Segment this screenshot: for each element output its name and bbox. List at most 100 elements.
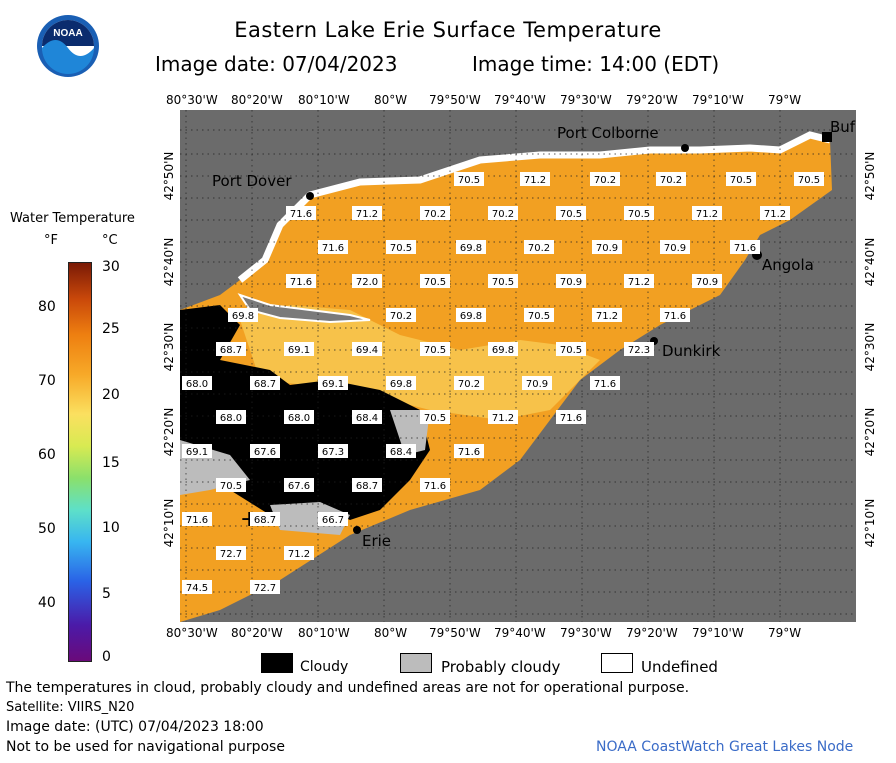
temp-label: 67.3 — [322, 447, 344, 458]
temp-label: 69.8 — [460, 311, 482, 322]
undefined-swatch — [601, 653, 633, 673]
legend-unit-c: °C — [102, 233, 118, 248]
temp-label-bg — [284, 342, 314, 356]
temp-label: 67.6 — [288, 481, 310, 492]
temp-label-bg — [318, 240, 348, 254]
temp-label-bg — [660, 240, 690, 254]
temp-label-bg — [488, 410, 518, 424]
temp-label-bg — [182, 580, 212, 594]
temp-label: 69.1 — [186, 447, 208, 458]
temp-label-bg — [216, 478, 246, 492]
image-time: Image time: 14:00 (EDT) — [472, 52, 720, 76]
city-marker-port-colborne[interactable] — [681, 144, 689, 152]
temp-label: 69.8 — [492, 345, 514, 356]
lat-label: 42°20'N — [162, 408, 176, 457]
lon-label: 79°30'W — [560, 626, 612, 640]
temp-label: 70.5 — [424, 277, 446, 288]
temp-label: 68.4 — [390, 447, 412, 458]
temp-label-bg — [488, 274, 518, 288]
legend-unit-f: °F — [44, 233, 58, 248]
lake-map[interactable]: + Port Dover Port Colborne Angola Dunkir… — [180, 110, 856, 622]
temp-label-bg — [250, 580, 280, 594]
temp-label: 70.2 — [390, 311, 412, 322]
undefined-label: Undefined — [641, 658, 718, 676]
temp-label-bg — [556, 342, 586, 356]
noaa-logo-icon: NOAA — [36, 14, 100, 78]
legend-f-tick: 70 — [38, 373, 56, 389]
temp-label-bg — [590, 172, 620, 186]
legend-f-tick: 80 — [38, 299, 56, 315]
temp-label: 70.9 — [696, 277, 718, 288]
temp-label: 71.6 — [424, 481, 446, 492]
temp-label-bg — [352, 410, 382, 424]
temp-label-bg — [590, 376, 620, 390]
temp-label-bg — [352, 478, 382, 492]
lon-label: 80°W — [374, 93, 408, 107]
temp-label: 70.5 — [798, 175, 820, 186]
city-label-erie: Erie — [362, 532, 391, 550]
legend-c-tick: 5 — [102, 586, 111, 602]
temperature-labels: 70.5 71.2 70.2 70.2 70.5 70.5 71.6 71.2 70.2 70.2… — [182, 172, 824, 594]
temp-label-bg — [352, 342, 382, 356]
lat-label: 42°30'N — [863, 323, 877, 372]
temp-label: 71.2 — [356, 209, 378, 220]
temp-label: 70.9 — [596, 243, 618, 254]
temp-label-bg — [522, 376, 552, 390]
temp-label-bg — [456, 308, 486, 322]
city-marker-buffalo[interactable] — [822, 132, 832, 142]
probably-cloudy-area — [180, 410, 430, 535]
temp-label-bg — [454, 376, 484, 390]
temp-label-bg — [794, 172, 824, 186]
temp-label-bg — [692, 274, 722, 288]
temp-label-bg — [386, 240, 416, 254]
temp-label: 69.8 — [460, 243, 482, 254]
temp-label-bg — [592, 240, 622, 254]
temp-label: 71.2 — [524, 175, 546, 186]
temp-label-bg — [386, 376, 416, 390]
temp-label-bg — [352, 274, 382, 288]
temp-label: 71.6 — [290, 277, 312, 288]
lon-label: 79°10'W — [692, 626, 744, 640]
temp-label: 71.2 — [764, 209, 786, 220]
temp-label: 70.2 — [660, 175, 682, 186]
legend-title: Water Temperature — [10, 211, 135, 226]
temp-label-bg — [216, 546, 246, 560]
legend-f-tick: 40 — [38, 595, 56, 611]
temp-label-bg — [250, 512, 280, 526]
city-marker-erie[interactable] — [353, 526, 361, 534]
temp-label-bg — [284, 410, 314, 424]
temp-label: 69.4 — [356, 345, 378, 356]
city-label-port-colborne: Port Colborne — [557, 124, 659, 142]
temp-label: 66.7 — [322, 515, 344, 526]
temp-label-bg — [420, 410, 450, 424]
temp-label: 70.5 — [492, 277, 514, 288]
temp-label-bg — [182, 444, 212, 458]
temp-label: 68.4 — [356, 413, 378, 424]
temp-label-bg — [286, 274, 316, 288]
lon-label: 80°20'W — [231, 93, 283, 107]
city-label-angola: Angola — [762, 256, 814, 274]
temp-label-bg — [556, 274, 586, 288]
temp-label-bg — [318, 376, 348, 390]
temp-label: 71.2 — [596, 311, 618, 322]
utc-date-text: Image date: (UTC) 07/04/2023 18:00 — [6, 719, 264, 735]
temp-label-bg — [556, 206, 586, 220]
temp-label-bg — [454, 172, 484, 186]
lon-label: 80°W — [374, 626, 408, 640]
temp-label-bg — [216, 342, 246, 356]
temp-label-bg — [520, 172, 550, 186]
lon-label: 79°10'W — [692, 93, 744, 107]
temp-label: 70.5 — [458, 175, 480, 186]
temp-label: 68.7 — [356, 481, 378, 492]
cloudy-swatch — [261, 653, 293, 673]
temp-label: 70.9 — [526, 379, 548, 390]
legend-c-tick: 10 — [102, 520, 120, 536]
temp-label: 71.2 — [492, 413, 514, 424]
temp-label-bg — [624, 342, 654, 356]
temp-label: 70.2 — [424, 209, 446, 220]
lon-label: 80°10'W — [298, 93, 350, 107]
city-marker-port-dover[interactable] — [306, 192, 314, 200]
image-date: Image date: 07/04/2023 — [155, 52, 398, 76]
credit-text: NOAA CoastWatch Great Lakes Node — [596, 739, 854, 755]
temp-label: 70.2 — [528, 243, 550, 254]
